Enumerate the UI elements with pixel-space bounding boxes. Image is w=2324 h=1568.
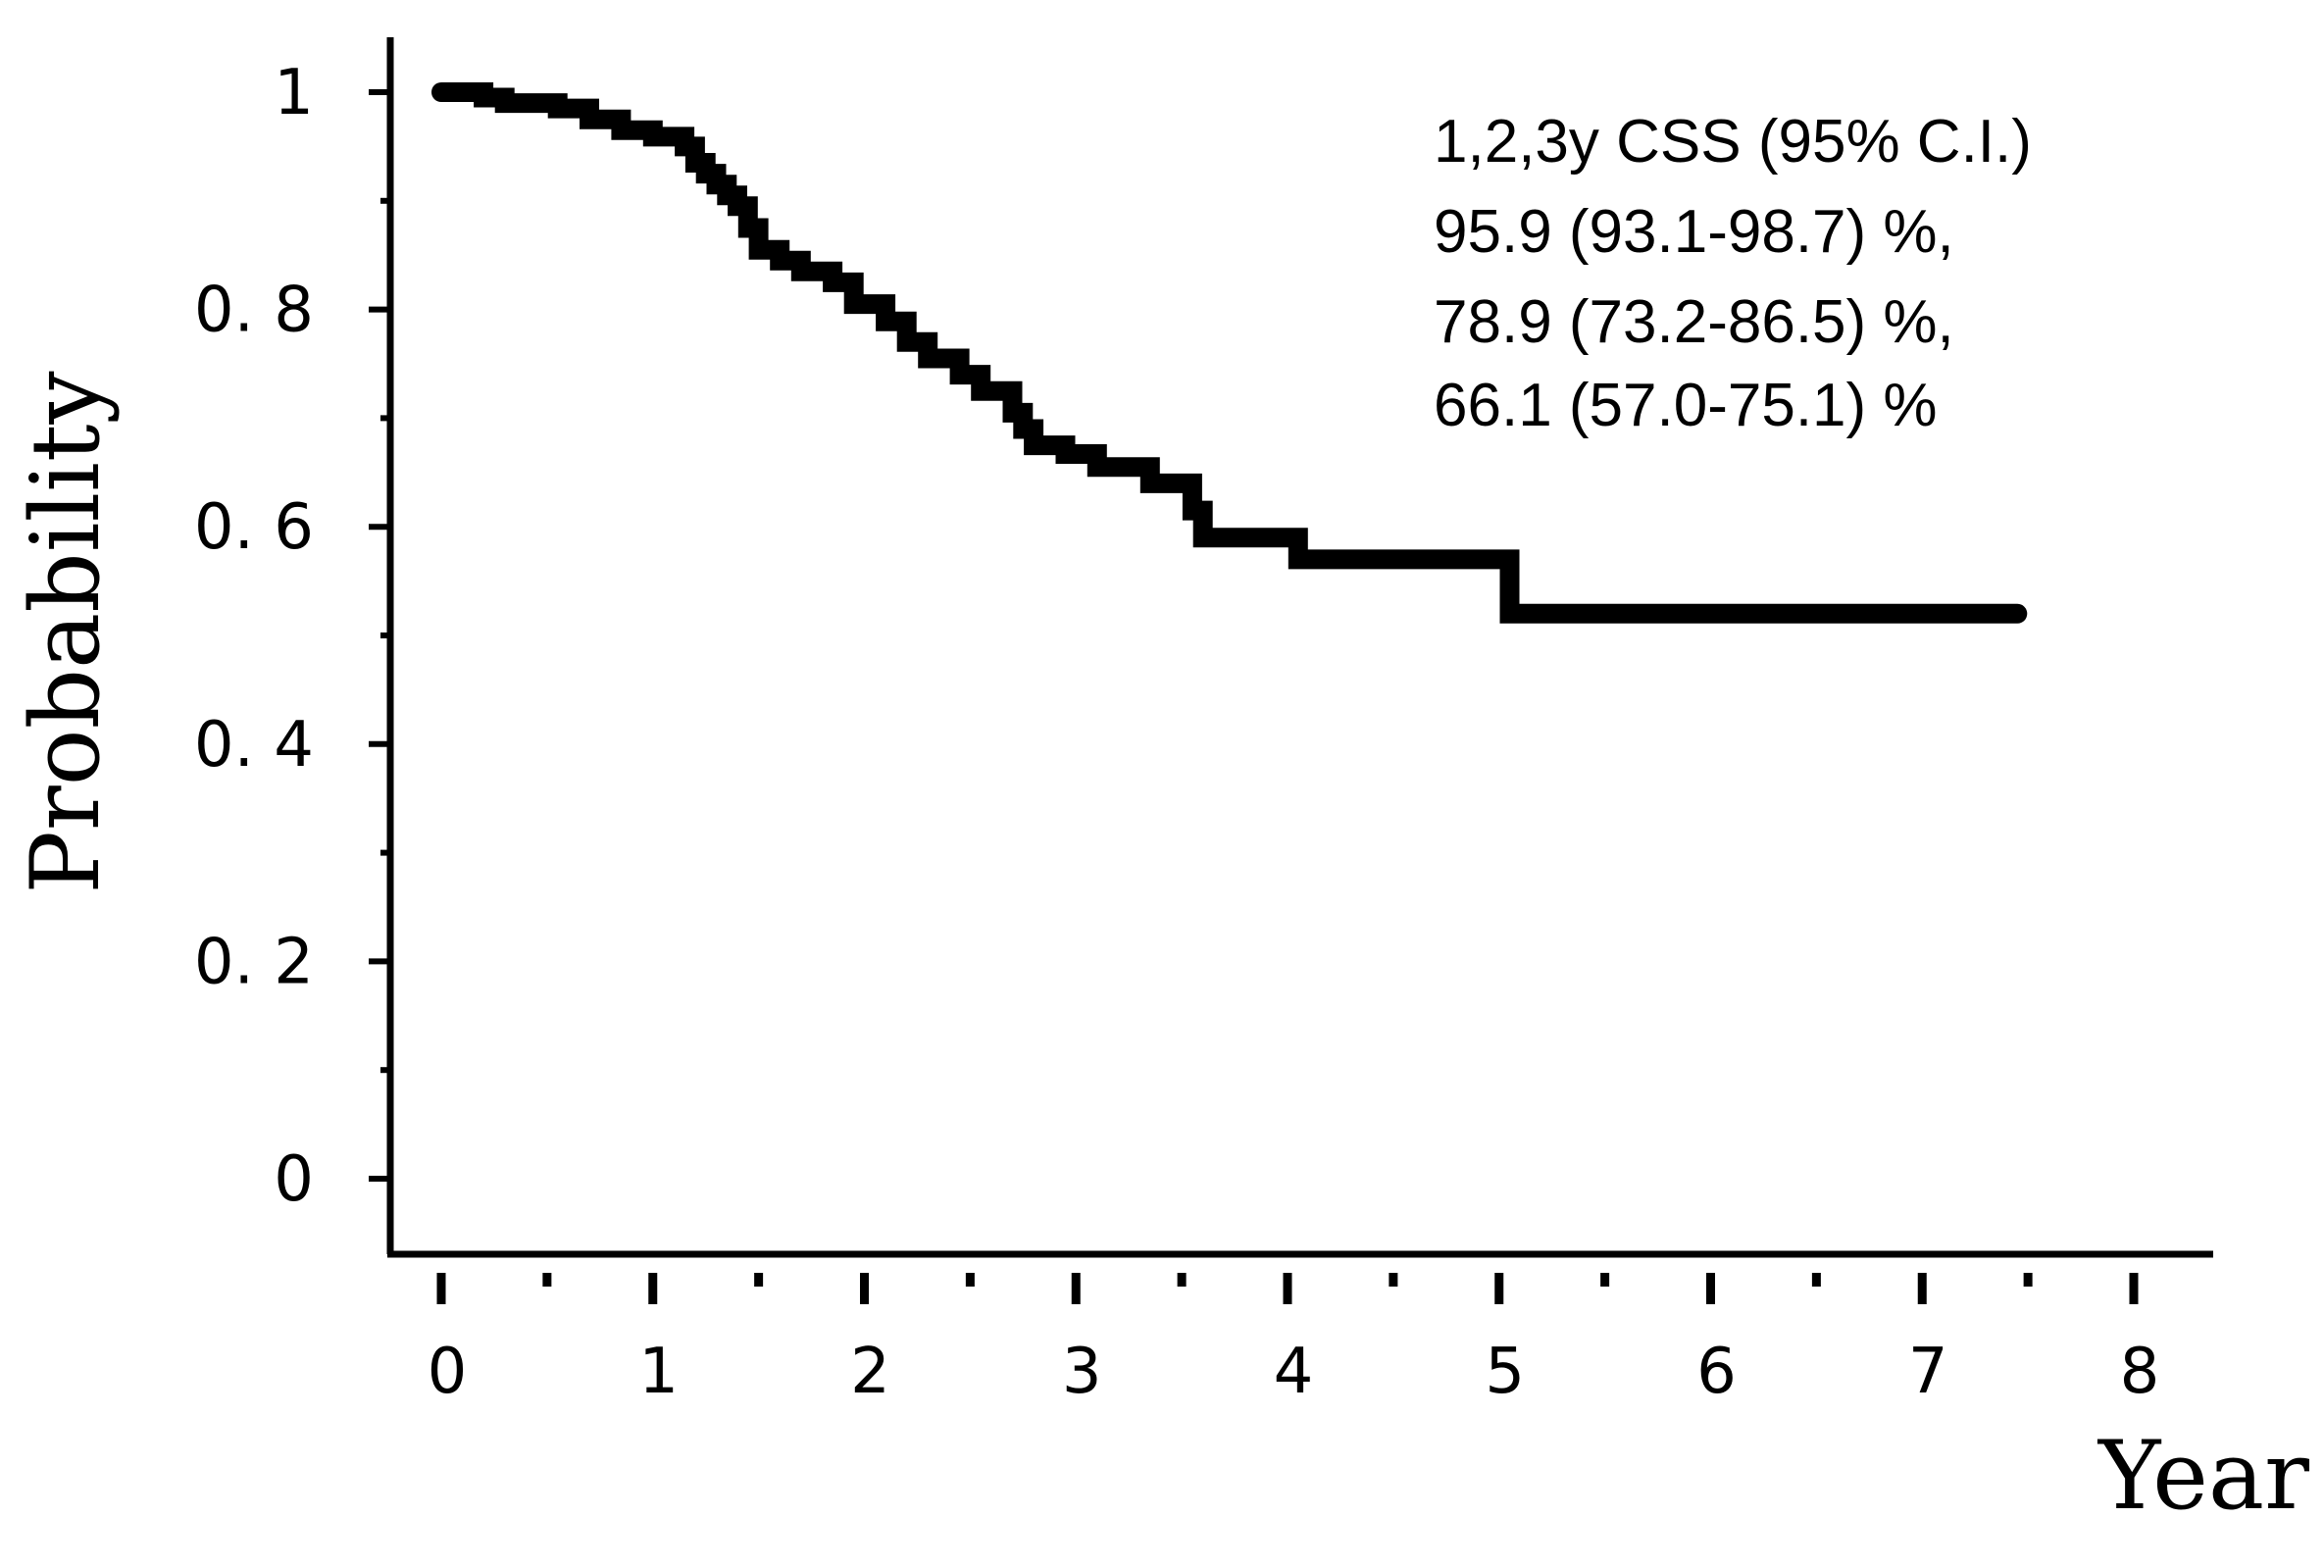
css-annotation: 1,2,3y CSS (95% C.I.) 95.9 (93.1-98.7) %… <box>1434 108 2032 439</box>
annotation-line-4: 66.1 (57.0-75.1) % <box>1434 372 1938 439</box>
x-tick-label: 0 <box>428 1336 468 1408</box>
x-tick-label: 7 <box>1908 1336 1948 1408</box>
x-tick-label: 5 <box>1485 1336 1525 1408</box>
y-tick-label: 0. 2 <box>194 926 314 998</box>
y-axis-title: Probability <box>11 371 121 893</box>
x-tick-label: 3 <box>1062 1336 1102 1408</box>
plot-area <box>431 82 2028 624</box>
annotation-line-2: 95.9 (93.1-98.7) %, <box>1434 198 1954 266</box>
y-tick-label: 0. 8 <box>194 275 314 347</box>
x-tick-label: 1 <box>638 1336 679 1408</box>
x-tick-label: 2 <box>850 1336 890 1408</box>
x-tick-label: 6 <box>1696 1336 1737 1408</box>
annotation-line-1: 1,2,3y CSS (95% C.I.) <box>1434 108 2032 176</box>
x-tick-label: 8 <box>2120 1336 2160 1408</box>
survival-curve <box>431 82 2028 624</box>
axes <box>386 37 2213 1258</box>
y-tick-label: 0. 6 <box>194 491 314 564</box>
y-tick-label: 1 <box>274 57 314 129</box>
y-tick-label: 0 <box>274 1143 314 1216</box>
y-tick-label: 0. 4 <box>194 709 314 782</box>
annotation-line-3: 78.9 (73.2-86.5) %, <box>1434 288 1954 356</box>
x-tick-label: 4 <box>1274 1336 1314 1408</box>
ticks: 0 0. 2 0. 4 0. 6 0. 8 1 0 1 2 3 4 5 6 7 8 <box>194 57 2159 1408</box>
x-axis-title: Year <box>2097 1421 2309 1531</box>
